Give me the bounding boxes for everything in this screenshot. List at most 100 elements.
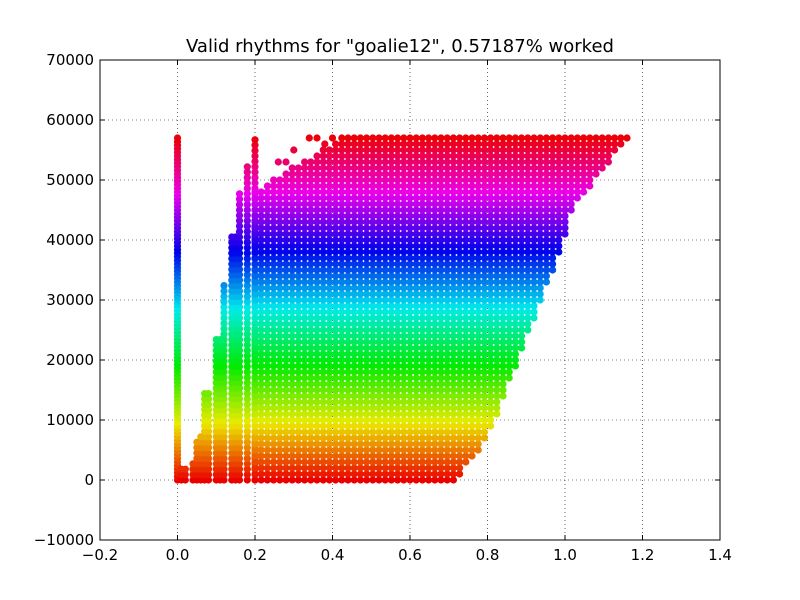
y-tick-label: 40000 [46,231,94,249]
data-point [344,320,352,328]
data-point [474,260,482,268]
data-point [350,398,358,406]
data-point [381,206,389,214]
data-point [499,344,507,352]
data-point [431,176,439,184]
data-point [480,380,488,388]
data-point [282,170,290,178]
data-point [449,428,457,436]
data-point [332,428,340,436]
data-point [332,200,340,208]
data-point [524,278,532,286]
data-point [431,470,439,478]
data-point [181,465,189,473]
data-point [480,254,488,262]
data-point [263,194,271,202]
data-point [350,134,358,142]
data-point [356,362,364,370]
data-point [319,308,327,316]
data-point [567,164,575,172]
data-point [561,164,569,172]
data-point [518,176,526,184]
data-point [437,182,445,190]
data-point [375,200,383,208]
data-point [400,320,408,328]
data-point [412,236,420,244]
data-point [604,152,613,160]
data-point [282,200,290,208]
data-point [443,368,451,376]
data-point [412,272,420,280]
data-point [418,386,426,394]
data-point [381,440,389,448]
data-point [511,170,519,178]
data-point [319,230,327,238]
data-point [332,464,340,472]
data-point [505,212,513,220]
data-point [313,440,321,448]
data-point [518,254,526,262]
data-point [313,314,321,322]
data-point [263,314,271,322]
data-point [499,170,507,178]
data-point [282,446,290,454]
data-point [363,344,371,352]
data-point [425,404,433,412]
chart-title: Valid rhythms for "goalie12", 0.57187% w… [186,36,614,57]
data-point [480,368,488,376]
data-point [381,356,389,364]
data-point [443,236,451,244]
data-point [511,266,519,274]
data-point [263,386,271,394]
data-point [431,416,439,424]
data-point [387,452,395,460]
data-point [381,284,389,292]
data-point [573,182,582,190]
data-point [474,422,482,430]
data-point [499,392,507,400]
data-point [431,224,439,232]
data-point [487,404,495,412]
data-point [431,218,439,226]
data-point [381,296,389,304]
data-point [243,265,251,273]
data-point [282,218,290,226]
data-point [356,134,364,142]
data-point [499,284,507,292]
data-point [313,308,321,316]
data-point [363,290,371,298]
data-point [288,440,296,448]
data-point [251,260,259,268]
data-point [480,182,488,190]
data-point [400,392,408,400]
data-point [412,428,420,436]
data-point [493,332,501,340]
data-point [282,230,290,238]
data-point [561,212,569,220]
data-point [418,230,426,238]
data-point [437,284,445,292]
data-point [487,416,495,424]
data-point [251,302,259,310]
data-point [462,188,470,196]
data-point [369,320,377,328]
data-point [505,326,513,334]
data-point [400,338,408,346]
data-point [425,296,433,304]
data-point [307,278,315,286]
data-point [294,236,302,244]
data-point [462,344,470,352]
data-point [443,170,451,178]
data-point [338,182,346,190]
data-point [493,254,501,262]
data-point [511,314,519,322]
data-point [394,410,402,418]
data-point [282,212,290,220]
data-point [301,398,309,406]
data-point [276,290,284,298]
data-point [235,395,244,403]
data-point [313,254,321,262]
data-point [474,428,482,436]
data-point [276,302,284,310]
data-point [505,176,513,184]
